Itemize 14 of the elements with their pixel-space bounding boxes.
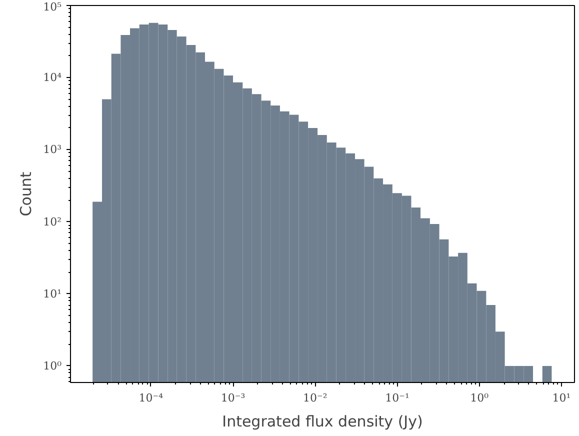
y-axis-title: Count — [17, 172, 36, 216]
y-tick-label: 10² — [43, 215, 62, 228]
x-tick-label: 10⁻⁴ — [138, 392, 164, 404]
x-tick-label: 10⁻³ — [220, 392, 246, 404]
x-axis-title: Integrated flux density (Jy) — [222, 412, 423, 430]
x-tick-label: 10⁻² — [303, 392, 328, 404]
y-tick-label: 10⁰ — [43, 359, 62, 372]
y-tick-label: 10⁵ — [43, 0, 62, 14]
y-tick-label: 10⁴ — [43, 71, 62, 84]
y-tick-label: 10¹ — [43, 287, 62, 300]
x-tick-label: 10⁰ — [470, 392, 490, 404]
x-tick-label: 10⁻¹ — [385, 392, 410, 404]
x-tick-label: 10¹ — [552, 392, 571, 404]
y-tick-label: 10³ — [43, 143, 62, 156]
